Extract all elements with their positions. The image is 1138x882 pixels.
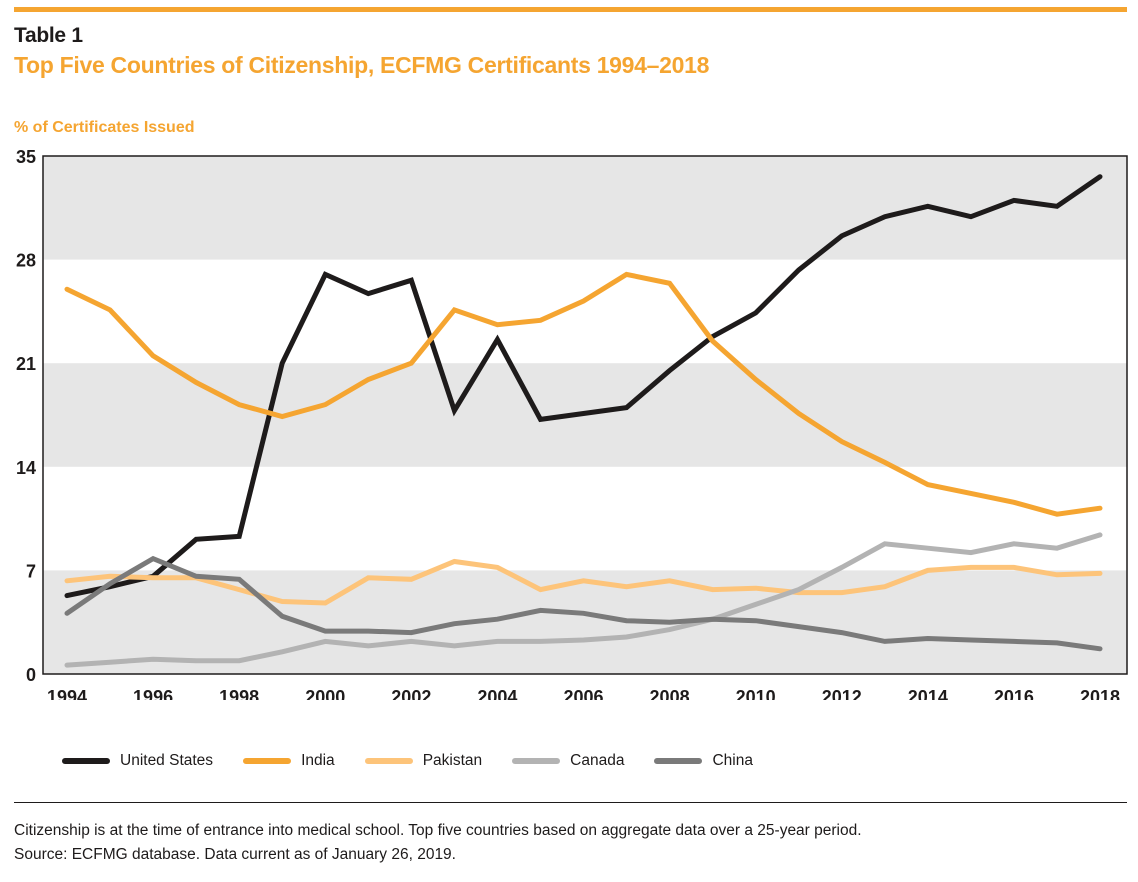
legend-swatch bbox=[512, 758, 561, 764]
x-tick-label: 2002 bbox=[391, 687, 431, 700]
legend-swatch bbox=[654, 758, 703, 764]
x-tick-label: 2014 bbox=[908, 687, 948, 700]
series-line-india bbox=[64, 271, 1103, 517]
series-lines bbox=[64, 174, 1103, 668]
top-accent-bar bbox=[14, 7, 1127, 12]
x-tick-label: 2008 bbox=[650, 687, 690, 700]
y-tick-label: 14 bbox=[16, 458, 36, 478]
legend-item-india: India bbox=[243, 752, 335, 770]
legend-item-china: China bbox=[654, 752, 753, 770]
series-line-pakistan bbox=[64, 558, 1103, 606]
legend-item-pakistan: Pakistan bbox=[364, 752, 483, 770]
x-tick-label: 2018 bbox=[1080, 687, 1120, 700]
x-tick-label: 2006 bbox=[563, 687, 603, 700]
y-axis-label: % of Certificates Issued bbox=[14, 119, 195, 136]
table-label: Table 1 bbox=[14, 24, 83, 47]
x-tick-label: 2000 bbox=[305, 687, 345, 700]
legend-label: Canada bbox=[570, 752, 625, 769]
axes bbox=[42, 155, 1128, 675]
x-tick-label: 2010 bbox=[736, 687, 776, 700]
chart-title: Top Five Countries of Citizenship, ECFMG… bbox=[14, 52, 710, 78]
legend-label: Pakistan bbox=[422, 752, 483, 769]
y-tick-label: 7 bbox=[26, 561, 36, 581]
footnote-line-1: Citizenship is at the time of entrance i… bbox=[14, 822, 862, 839]
plot-frame bbox=[42, 155, 1128, 675]
series-line-canada bbox=[64, 532, 1103, 668]
y-tick-label: 21 bbox=[16, 354, 36, 374]
y-tick-labels: 0 7 14 21 28 35 bbox=[16, 147, 36, 685]
y-tick-label: 28 bbox=[16, 251, 36, 271]
x-tick-label: 2004 bbox=[477, 687, 517, 700]
x-tick-labels: 1994 1996 1998 2000 2002 2004 2006 2008 2010 2012… bbox=[47, 687, 1120, 700]
x-tick-label: 1994 bbox=[47, 687, 87, 700]
legend: United States India Pakistan Canada China bbox=[62, 752, 783, 770]
x-tick-label: 2012 bbox=[822, 687, 862, 700]
x-tick-label: 1998 bbox=[219, 687, 259, 700]
y-tick-label: 0 bbox=[26, 665, 36, 685]
legend-swatch bbox=[243, 758, 292, 764]
footnote: Citizenship is at the time of entrance i… bbox=[14, 819, 862, 867]
legend-swatch bbox=[364, 758, 413, 764]
legend-label: India bbox=[301, 752, 335, 769]
x-tick-label: 1996 bbox=[133, 687, 173, 700]
band bbox=[43, 156, 1127, 260]
legend-label: China bbox=[712, 752, 753, 769]
y-tick-label: 35 bbox=[16, 147, 36, 167]
legend-item-united-states: United States bbox=[62, 752, 213, 770]
series-line-united-states bbox=[64, 174, 1103, 599]
x-tick-label: 2016 bbox=[994, 687, 1034, 700]
legend-label: United States bbox=[120, 752, 214, 769]
footnote-source: Source: ECFMG database. Data current as … bbox=[14, 846, 456, 863]
line-chart: 0 7 14 21 28 35 1994 1996 1998 2000 2002 2004 2006 2… bbox=[16, 147, 1128, 700]
legend-swatch bbox=[62, 758, 110, 764]
series-line-china bbox=[64, 555, 1103, 652]
legend-item-canada: Canada bbox=[512, 752, 624, 770]
footnote-divider bbox=[14, 802, 1127, 803]
